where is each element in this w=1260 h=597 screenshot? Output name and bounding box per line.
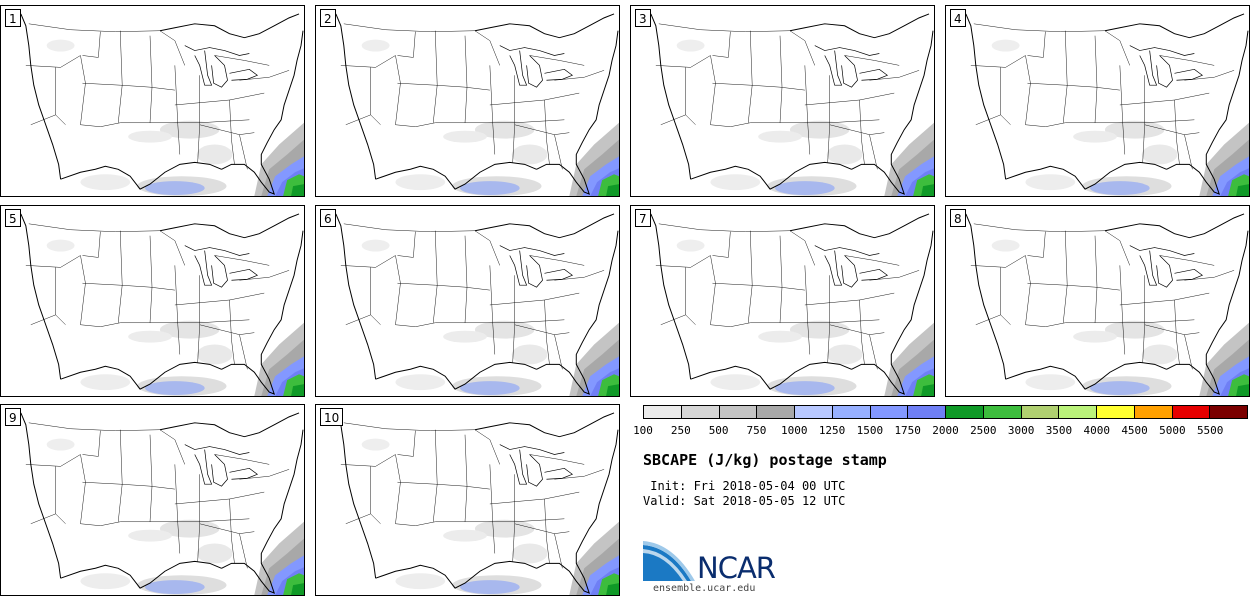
colorbar-tick-label: 4500 bbox=[1121, 424, 1148, 437]
colorbar bbox=[643, 405, 1248, 419]
panel-number: 1 bbox=[5, 9, 21, 27]
map-panel-3: 3 bbox=[630, 5, 935, 197]
colorbar-tick-label: 1500 bbox=[856, 424, 884, 437]
colorbar-tick-label: 500 bbox=[708, 424, 729, 437]
colorbar-cell bbox=[644, 406, 682, 418]
panel-number: 6 bbox=[320, 209, 336, 227]
panel-number: 5 bbox=[5, 209, 21, 227]
colorbar-cell bbox=[870, 406, 909, 418]
map-panel-2: 2 bbox=[315, 5, 620, 197]
colorbar-cell bbox=[719, 406, 758, 418]
logo-wordmark: NCAR bbox=[697, 551, 776, 585]
colorbar-cell bbox=[681, 406, 720, 418]
colorbar-cell bbox=[832, 406, 871, 418]
colorbar-cell bbox=[908, 406, 946, 418]
panel-number: 9 bbox=[5, 408, 21, 426]
map-panel-9: 9 bbox=[0, 404, 305, 596]
valid-time: Valid: Sat 2018-05-05 12 UTC bbox=[643, 494, 846, 508]
colorbar-ticks: 100 250 500 750 1000 1250 1500 1750 2000 2500 3000… bbox=[633, 424, 1248, 438]
site-url: ensemble.ucar.edu bbox=[653, 583, 756, 594]
us-map bbox=[650, 13, 934, 196]
colorbar-tick-label: 5000 bbox=[1159, 424, 1186, 437]
us-map bbox=[650, 213, 934, 396]
colorbar-tick-label: 1000 bbox=[781, 424, 808, 437]
colorbar-cell bbox=[1210, 406, 1247, 418]
us-map bbox=[335, 213, 619, 396]
colorbar-cell bbox=[1134, 406, 1173, 418]
map-panel-7: 7 bbox=[630, 205, 935, 397]
us-map bbox=[20, 13, 304, 196]
colorbar-tick-label: 3500 bbox=[1045, 424, 1073, 437]
colorbar-tick-label: 1250 bbox=[818, 424, 846, 437]
map-panel-8: 8 bbox=[945, 205, 1250, 397]
panel-number: 8 bbox=[950, 209, 966, 227]
us-map bbox=[20, 213, 304, 396]
colorbar-cell bbox=[1097, 406, 1135, 418]
colorbar-tick-label: 4000 bbox=[1083, 424, 1111, 437]
map-panel-6: 6 bbox=[315, 205, 620, 397]
panel-number: 4 bbox=[950, 9, 966, 27]
colorbar-tick-label: 5500 bbox=[1196, 424, 1224, 437]
colorbar-tick-label: 100 bbox=[633, 424, 653, 437]
plot-title: SBCAPE (J/kg) postage stamp bbox=[643, 451, 887, 469]
map-panel-5: 5 bbox=[0, 205, 305, 397]
init-time: Init: Fri 2018-05-04 00 UTC bbox=[643, 479, 846, 493]
us-map bbox=[20, 412, 304, 595]
map-panel-4: 4 bbox=[945, 5, 1250, 197]
colorbar-cell bbox=[1021, 406, 1060, 418]
us-map bbox=[965, 213, 1249, 396]
ncar-logo-icon bbox=[643, 541, 695, 581]
panel-number: 2 bbox=[320, 9, 336, 27]
colorbar-cell bbox=[946, 406, 984, 418]
colorbar-tick-label: 250 bbox=[670, 424, 691, 437]
colorbar-tick-label: 1750 bbox=[894, 424, 921, 437]
panel-number: 7 bbox=[635, 209, 651, 227]
colorbar-tick-label: 750 bbox=[746, 424, 767, 437]
colorbar-cell bbox=[795, 406, 833, 418]
colorbar-cell bbox=[983, 406, 1022, 418]
us-map bbox=[335, 13, 619, 196]
colorbar-tick-label: 2500 bbox=[970, 424, 997, 437]
us-map bbox=[335, 412, 619, 595]
map-panel-10: 10 bbox=[315, 404, 620, 596]
colorbar-cell bbox=[1172, 406, 1211, 418]
us-map bbox=[965, 13, 1249, 196]
colorbar-cell bbox=[757, 406, 795, 418]
colorbar-tick-label: 2000 bbox=[932, 424, 959, 437]
panel-number: 3 bbox=[635, 9, 651, 27]
map-panel-1: 1 bbox=[0, 5, 305, 197]
panel-number: 10 bbox=[320, 408, 344, 426]
colorbar-tick-label: 3000 bbox=[1007, 424, 1035, 437]
colorbar-cell bbox=[1059, 406, 1097, 418]
